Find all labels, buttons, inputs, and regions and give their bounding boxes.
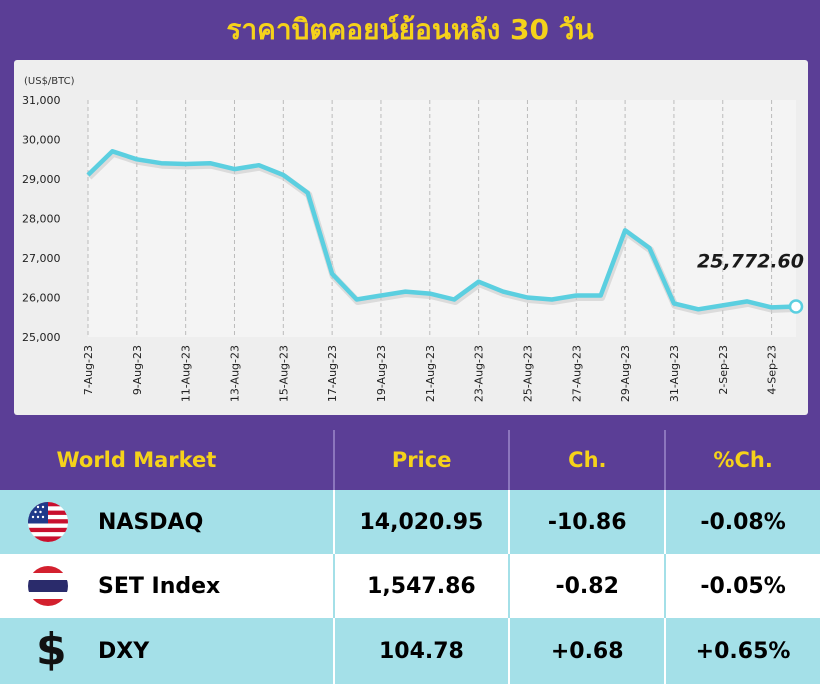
us-flag-icon [28, 502, 68, 542]
y-tick-label: 26,000 [22, 292, 61, 305]
market-change: -10.86 [508, 490, 664, 554]
price-line-chart: (US$/BTC) 25,000 26,000 27,000 28,000 29,000 3… [22, 76, 804, 402]
y-tick-label: 27,000 [22, 252, 61, 265]
y-tick-label: 28,000 [22, 213, 61, 226]
market-pct-change: -0.05% [664, 554, 820, 618]
market-price: 1,547.86 [332, 554, 509, 618]
market-name: NASDAQ [98, 509, 204, 535]
market-change: -0.82 [508, 554, 664, 618]
last-value-label: 25,772.60 [697, 250, 804, 272]
header-pct-change: %Ch. [664, 430, 820, 490]
table-header-row: World Market Price Ch. %Ch. [0, 430, 820, 490]
x-tick-label: 29-Aug-23 [619, 345, 632, 402]
x-tick-label: 15-Aug-23 [277, 345, 290, 402]
y-tick-label: 31,000 [22, 94, 61, 107]
market-price: 104.78 [332, 618, 509, 684]
x-tick-label: 25-Aug-23 [521, 345, 534, 402]
x-tick-label: 17-Aug-23 [326, 345, 339, 402]
x-tick-label: 2-Sep-23 [717, 345, 730, 395]
x-tick-label: 21-Aug-23 [424, 345, 437, 402]
market-table: World Market Price Ch. %Ch. [0, 430, 820, 684]
table-row-nasdaq: NASDAQ 14,020.95 -10.86 -0.08% [0, 490, 820, 554]
unit-label: (US$/BTC) [24, 76, 75, 87]
y-tick-label: 25,000 [22, 331, 61, 344]
table-row-set-index: SET Index 1,547.86 -0.82 -0.05% [0, 554, 820, 618]
market-name: DXY [98, 638, 150, 664]
market-name: SET Index [98, 573, 221, 599]
last-point-marker [788, 299, 804, 314]
x-tick-label: 7-Aug-23 [82, 345, 95, 395]
market-price: 14,020.95 [332, 490, 509, 554]
x-tick-label: 19-Aug-23 [375, 345, 388, 402]
x-tick-label: 4-Sep-23 [766, 345, 779, 395]
table-row-dxy: $ DXY 104.78 +0.68 +0.65% [0, 618, 820, 684]
header-price: Price [332, 430, 509, 490]
page-title: ราคาบิตคอยน์ย้อนหลัง 30 วัน [226, 13, 594, 46]
header-change: Ch. [508, 430, 664, 490]
x-tick-label: 13-Aug-23 [228, 345, 241, 402]
x-tick-label: 23-Aug-23 [473, 345, 486, 402]
thai-flag-icon [28, 566, 68, 606]
x-tick-label: 27-Aug-23 [570, 345, 583, 402]
y-tick-label: 29,000 [22, 173, 61, 186]
dollar-icon: $ [36, 624, 67, 675]
market-pct-change: +0.65% [664, 618, 820, 684]
header-world-market: World Market [56, 448, 217, 472]
y-tick-label: 30,000 [22, 134, 61, 147]
x-tick-label: 11-Aug-23 [180, 345, 193, 402]
market-change: +0.68 [508, 618, 664, 684]
series-line [86, 149, 797, 312]
x-tick-label: 9-Aug-23 [131, 345, 144, 395]
chart-panel: (US$/BTC) 25,000 26,000 27,000 28,000 29,000 3… [14, 60, 808, 415]
x-tick-label: 31-Aug-23 [668, 345, 681, 402]
market-pct-change: -0.08% [664, 490, 820, 554]
